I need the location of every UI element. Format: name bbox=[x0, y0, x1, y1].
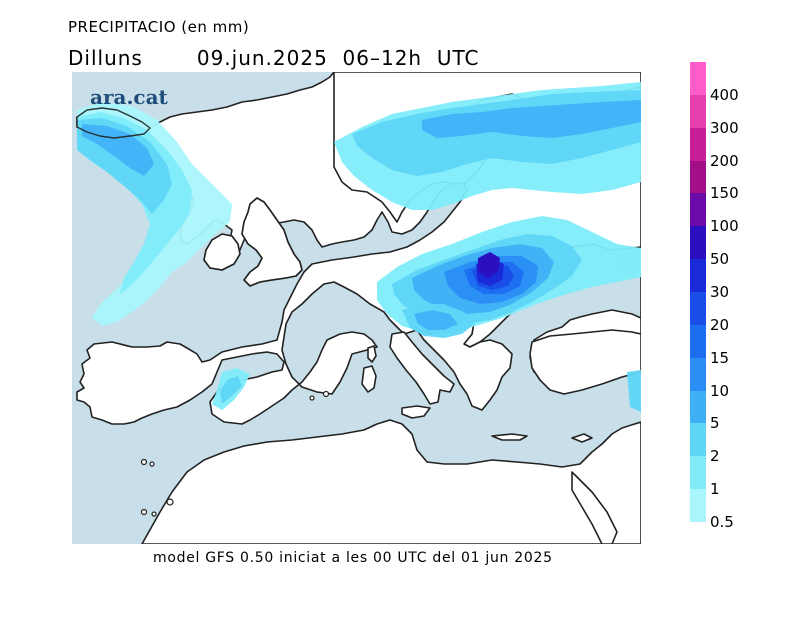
legend-label: 5 bbox=[710, 414, 720, 433]
cyprus bbox=[571, 433, 593, 443]
model-run-info: model GFS 0.50 iniciat a les 00 UTC del … bbox=[153, 550, 553, 566]
legend-label: 200 bbox=[710, 151, 739, 170]
legend-swatch bbox=[690, 226, 706, 260]
legend-swatch bbox=[690, 94, 706, 129]
legend-swatch bbox=[690, 127, 706, 162]
legend-swatch bbox=[690, 456, 706, 490]
legend-label: 100 bbox=[710, 217, 739, 236]
precipitation-map: ara.cat bbox=[72, 72, 641, 544]
legend-label: 20 bbox=[710, 315, 730, 334]
legend-label: 2 bbox=[710, 447, 720, 466]
legend-label: 50 bbox=[710, 250, 730, 269]
precipitation-shading bbox=[77, 82, 641, 412]
forecast-period: Dilluns 09.jun.2025 06–12h UTC bbox=[68, 46, 479, 70]
legend-label: 150 bbox=[710, 184, 739, 203]
legend-swatch bbox=[690, 324, 706, 359]
sicily bbox=[401, 405, 431, 419]
legend-swatch bbox=[690, 357, 706, 392]
coastlines bbox=[76, 107, 303, 287]
legend-label: 10 bbox=[710, 381, 730, 400]
precipitation-legend: 400 300 200 150 100 50 30 20 15 10 5 2 1 0.5 bbox=[690, 62, 739, 530]
map-canvas: ara.cat bbox=[72, 72, 641, 544]
legend-swatch bbox=[690, 160, 706, 194]
crete bbox=[491, 433, 528, 441]
legend-swatch bbox=[690, 259, 706, 293]
map-title: PRECIPITACIO (en mm) bbox=[68, 18, 250, 36]
legend-swatch bbox=[690, 292, 706, 326]
legend-label: 15 bbox=[710, 348, 730, 367]
corsica bbox=[367, 345, 377, 363]
legend-swatch bbox=[690, 193, 706, 227]
turkey bbox=[529, 329, 641, 395]
forecast-date-range: 09.jun.2025 06–12h UTC bbox=[196, 46, 480, 70]
legend-label: 30 bbox=[710, 283, 730, 301]
legend-swatch bbox=[690, 62, 706, 96]
small-islands bbox=[140, 390, 330, 517]
ara-cat-watermark: ara.cat bbox=[90, 85, 169, 109]
north-africa bbox=[141, 419, 641, 544]
legend-swatch bbox=[690, 423, 706, 457]
italy bbox=[389, 331, 455, 405]
sinai bbox=[571, 471, 618, 544]
legend-label: 1 bbox=[710, 480, 720, 499]
sardinia bbox=[361, 365, 377, 393]
legend-label: 300 bbox=[710, 118, 739, 137]
legend-label: 0.5 bbox=[710, 513, 734, 531]
legend-label: 400 bbox=[710, 85, 739, 104]
legend-swatch bbox=[690, 390, 706, 424]
forecast-day: Dilluns bbox=[68, 46, 143, 70]
legend-swatch bbox=[690, 489, 706, 523]
